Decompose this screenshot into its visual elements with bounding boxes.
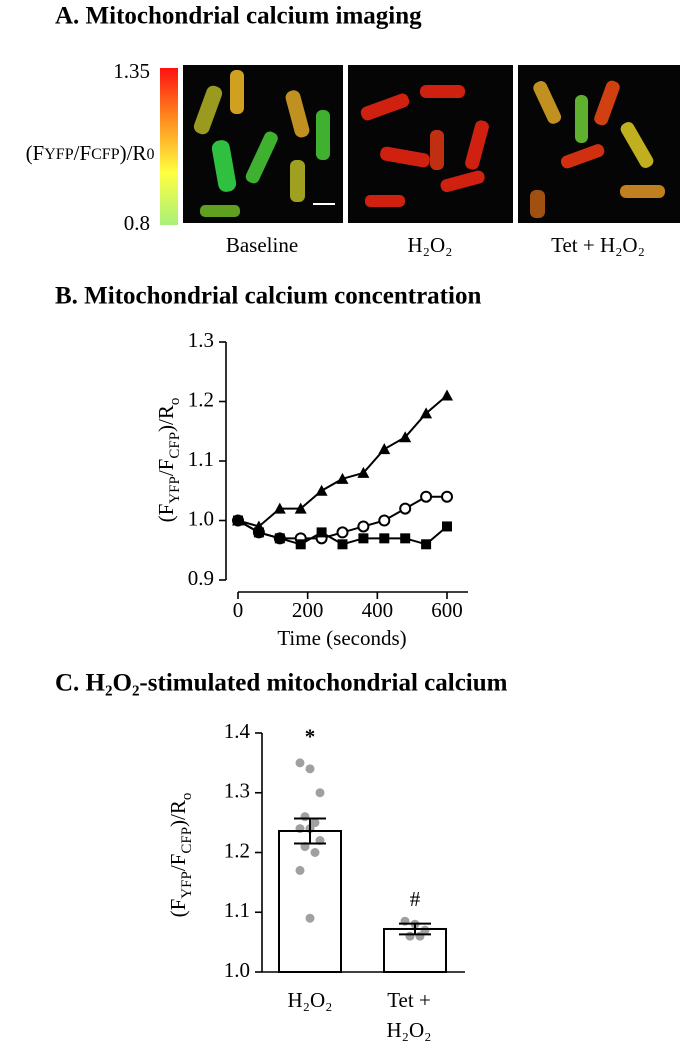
data-point [295, 865, 305, 875]
data-point [420, 925, 430, 935]
data-point [310, 818, 320, 828]
bar [278, 829, 342, 973]
x-axis-label: Time (seconds) [277, 626, 406, 650]
label-part: /F [74, 141, 92, 165]
marker [315, 484, 328, 496]
marker [378, 443, 391, 455]
colorbar-tick-label: 0.8 [124, 211, 150, 235]
x-tick-label: H₂O₂ [287, 988, 333, 1012]
y-tick-label: 1.1 [224, 898, 250, 922]
significance-mark: # [410, 887, 421, 911]
marker [400, 533, 411, 544]
y-tick-label: 1.4 [224, 719, 251, 743]
label-part: YFP [179, 871, 195, 899]
marker [399, 431, 412, 443]
marker [336, 472, 349, 484]
colorbar [160, 68, 178, 225]
y-tick-label: 1.3 [188, 328, 214, 352]
panel-title: A. Mitochondrial calcium imaging [55, 3, 422, 30]
marker [441, 490, 453, 503]
marker [442, 521, 452, 532]
label-part: YFP [44, 146, 73, 163]
data-point [305, 913, 315, 923]
error-bar [290, 817, 330, 845]
marker [399, 502, 412, 515]
label-part: CFP [167, 432, 183, 459]
marker [274, 533, 285, 544]
panel-title: C. H₂O₂-stimulated mitochondrial calcium [55, 670, 508, 697]
bar [383, 927, 447, 973]
marker [358, 533, 369, 544]
series-line [237, 394, 448, 528]
y-tick-label: 0.9 [188, 566, 214, 590]
marker [233, 515, 243, 526]
marker [295, 539, 306, 550]
marker [336, 526, 349, 539]
x-tick-label: 600 [431, 598, 463, 622]
label-part: 0 [146, 146, 154, 163]
marker [421, 539, 432, 550]
marker [253, 527, 264, 538]
y-axis-label: (FYFP/FCFP)/Ro [166, 793, 196, 918]
label-part: (F [154, 504, 178, 523]
image-caption: Baseline [226, 233, 298, 257]
image-caption: Tet + H₂O₂ [551, 233, 645, 257]
data-point [305, 764, 315, 774]
y-axis-label: (FYFP/FCFP)/R0 [26, 141, 155, 165]
colorbar-tick-label: 1.35 [113, 59, 150, 83]
marker [441, 389, 453, 401]
y-tick-label: 1.0 [188, 506, 214, 530]
y-axis-label: (FYFP/FCFP)/Ro [154, 398, 184, 523]
marker [357, 520, 370, 533]
marker [420, 407, 433, 419]
data-point [405, 931, 415, 941]
label-part: o [179, 793, 195, 801]
y-tick-label: 1.2 [224, 838, 250, 862]
label-part: CFP [91, 146, 120, 163]
marker [316, 527, 327, 538]
label-part: YFP [167, 476, 183, 504]
image-caption: H₂O₂ [408, 233, 453, 257]
label-part: )/R [120, 141, 147, 165]
cell-images [183, 65, 680, 223]
error-bar [395, 922, 435, 936]
marker [357, 466, 370, 478]
label-part: (F [26, 141, 45, 165]
significance-mark: * [305, 725, 316, 749]
panel-title: B. Mitochondrial calcium concentration [55, 283, 481, 310]
x-tick-label: 200 [292, 598, 324, 622]
data-point [415, 931, 425, 941]
y-tick-label: 1.0 [224, 958, 250, 982]
marker [273, 502, 286, 514]
x-tick-label: Tet + H₂O₂ [386, 988, 432, 1042]
x-tick-label: 400 [362, 598, 394, 622]
marker [420, 490, 433, 503]
label-part: /F [166, 854, 190, 872]
label-part: o [167, 398, 183, 406]
marker [379, 533, 390, 544]
marker [337, 539, 348, 550]
data-point [315, 788, 325, 798]
label-part: (F [166, 899, 190, 918]
marker [378, 514, 391, 527]
data-point [295, 758, 305, 768]
x-tick-label: 0 [233, 598, 244, 622]
y-tick-label: 1.3 [224, 779, 250, 803]
label-part: CFP [179, 827, 195, 854]
data-point [300, 812, 310, 822]
y-tick-label: 1.2 [188, 387, 214, 411]
label-part: )/R [166, 800, 190, 827]
data-point [310, 848, 320, 857]
label-part: /F [154, 459, 178, 477]
label-part: )/R [154, 405, 178, 432]
y-tick-label: 1.1 [188, 447, 214, 471]
marker [294, 502, 307, 514]
